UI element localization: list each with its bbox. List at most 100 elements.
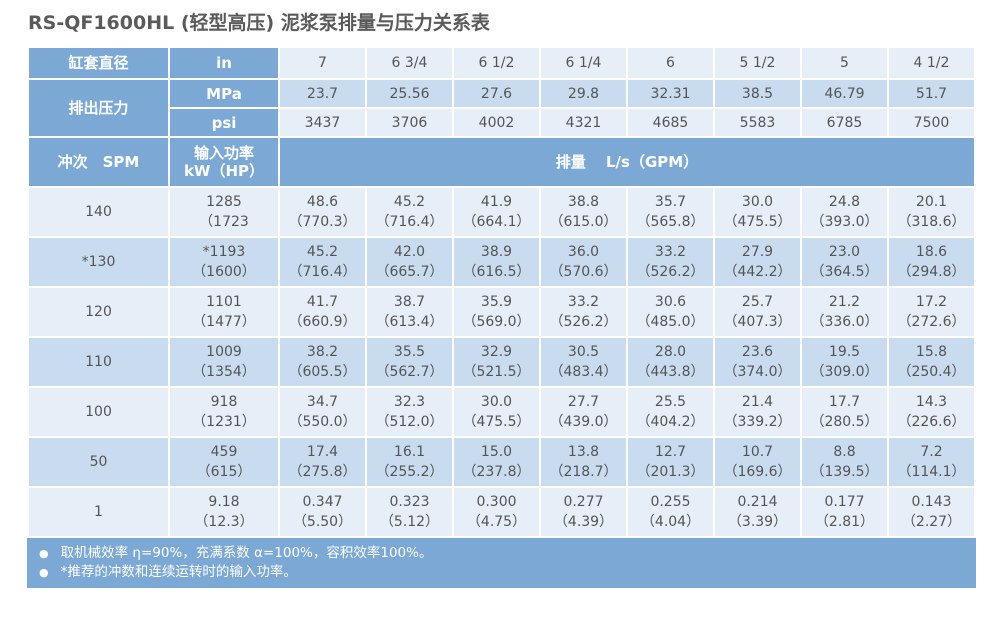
flow-value-sub: （139.5） xyxy=(810,464,879,480)
power-value-main: 459 xyxy=(210,444,238,460)
flow-value-main: 27.7 xyxy=(567,394,600,410)
flow-value: 0.177 （2.81） xyxy=(800,486,889,538)
flow-value-main: 27.9 xyxy=(741,244,774,260)
flow-value-sub: （364.5） xyxy=(810,264,879,280)
flow-value-sub: （5.50） xyxy=(292,514,353,530)
flow-value-sub: （169.6） xyxy=(723,464,792,480)
flow-value-sub: （318.6） xyxy=(897,214,966,230)
power-value-main: 918 xyxy=(210,394,238,410)
flow-value-sub: （294.8） xyxy=(897,264,966,280)
flow-value: 48.6 （770.3） xyxy=(278,186,367,238)
psi-row: psi 3437 3706 4002 4321 4685 5583 6785 7500 xyxy=(28,107,976,138)
psi-value: 7500 xyxy=(887,107,976,138)
flow-value-main: 10.7 xyxy=(741,444,774,460)
power-value-main: 1009 xyxy=(206,344,242,360)
spm-value: 50 xyxy=(27,436,170,488)
flow-value: 0.214 （3.39） xyxy=(713,486,802,538)
spm-value: 120 xyxy=(27,286,170,338)
flow-value-main: 14.3 xyxy=(915,394,948,410)
flow-value-main: 23.0 xyxy=(828,244,861,260)
flow-value: 0.347 （5.50） xyxy=(278,486,367,538)
flow-value-main: 45.2 xyxy=(393,194,426,210)
flow-value: 45.2 （716.4） xyxy=(278,236,367,288)
flow-value-main: 30.6 xyxy=(654,294,687,310)
flow-value-sub: （562.7） xyxy=(375,364,444,380)
flow-value: 35.5 （562.7） xyxy=(365,336,454,388)
flow-value-main: 45.2 xyxy=(306,244,339,260)
flow-value-sub: （665.7） xyxy=(375,264,444,280)
flow-value-main: 12.7 xyxy=(654,444,687,460)
flow-value-sub: （716.4） xyxy=(375,214,444,230)
flow-value-main: 21.2 xyxy=(828,294,861,310)
flow-value-sub: （4.39） xyxy=(553,514,614,530)
flow-value-main: 32.9 xyxy=(480,344,513,360)
flow-value-sub: （442.2） xyxy=(723,264,792,280)
power-value-main: *1193 xyxy=(202,244,246,260)
flow-value-sub: （565.8） xyxy=(636,214,705,230)
flow-value-main: 25.7 xyxy=(741,294,774,310)
flow-value-main: 13.8 xyxy=(567,444,600,460)
flow-value-sub: （615.0） xyxy=(549,214,618,230)
flow-value-sub: （605.5） xyxy=(288,364,357,380)
psi-value: 3706 xyxy=(365,107,454,138)
spm-header: 冲次 SPM xyxy=(27,136,170,188)
power-value-sub: （12.3） xyxy=(194,514,254,530)
flow-value: 30.0 （475.5） xyxy=(713,186,802,238)
flow-value: 21.4 （339.2） xyxy=(713,386,802,438)
flow-value-main: 33.2 xyxy=(654,244,687,260)
liner-size: 5 xyxy=(800,46,889,80)
psi-unit: psi xyxy=(168,107,280,138)
flow-value-main: 8.8 xyxy=(833,444,856,460)
power-value: 918 （1231） xyxy=(168,386,280,438)
flow-value: 14.3 （226.6） xyxy=(887,386,976,438)
power-value: 1009 （1354） xyxy=(168,336,280,388)
flow-value: 16.1 （255.2） xyxy=(365,436,454,488)
flow-value-sub: （570.6） xyxy=(549,264,618,280)
liner-size: 6 3/4 xyxy=(365,46,454,80)
flow-value: 0.277 （4.39） xyxy=(539,486,628,538)
flow-value-sub: （526.2） xyxy=(549,314,618,330)
flow-value-main: 0.214 xyxy=(737,494,778,510)
flow-value: 0.255 （4.04） xyxy=(626,486,715,538)
flow-value: 23.0 （364.5） xyxy=(800,236,889,288)
pressure-label: 排出压力 xyxy=(27,78,170,138)
flow-value: 0.300 （4.75） xyxy=(452,486,541,538)
liner-size: 4 1/2 xyxy=(887,46,976,80)
flow-value: 38.9 （616.5） xyxy=(452,236,541,288)
flow-value-main: 0.300 xyxy=(476,494,517,510)
flow-value-main: 15.0 xyxy=(480,444,513,460)
column-header-row: 冲次 SPM 输入功率 kW（HP） 排量 L/s（GPM） xyxy=(27,136,976,188)
flow-value: 27.7 （439.0） xyxy=(539,386,628,438)
flow-header: 排量 L/s（GPM） xyxy=(278,136,976,188)
note: *推荐的冲数和连续运转时的输入功率。 xyxy=(39,563,976,582)
flow-value: 45.2 （716.4） xyxy=(365,186,454,238)
flow-value-sub: （569.0） xyxy=(462,314,531,330)
flow-value-sub: （512.0） xyxy=(375,414,444,430)
flow-value-main: 38.7 xyxy=(393,294,426,310)
flow-value: 17.7 （280.5） xyxy=(800,386,889,438)
flow-value: 42.0 （665.7） xyxy=(365,236,454,288)
flow-value-main: 33.2 xyxy=(567,294,600,310)
flow-value-main: 17.4 xyxy=(306,444,339,460)
power-value-main: 9.18 xyxy=(208,494,240,510)
flow-value-main: 7.2 xyxy=(920,444,943,460)
flow-value-sub: （483.4） xyxy=(549,364,618,380)
flow-value: 28.0 （443.8） xyxy=(626,336,715,388)
flow-value-sub: （404.2） xyxy=(636,414,705,430)
power-value-sub: （1354） xyxy=(192,364,256,380)
flow-value-main: 0.347 xyxy=(302,494,343,510)
liner-size: 5 1/2 xyxy=(713,46,802,80)
flow-value-sub: （485.0） xyxy=(636,314,705,330)
mpa-value: 51.7 xyxy=(887,78,976,109)
flow-value: 38.7 （613.4） xyxy=(365,286,454,338)
flow-value: 19.5 （309.0） xyxy=(800,336,889,388)
flow-value-main: 24.8 xyxy=(828,194,861,210)
spm-value: 1 xyxy=(27,486,170,538)
flow-value: 38.8 （615.0） xyxy=(539,186,628,238)
flow-value-sub: （660.9） xyxy=(288,314,357,330)
flow-value-main: 41.7 xyxy=(306,294,339,310)
flow-value-sub: （374.0） xyxy=(723,364,792,380)
flow-value-main: 48.6 xyxy=(306,194,339,210)
flow-value-main: 28.0 xyxy=(654,344,687,360)
flow-value-sub: （275.8） xyxy=(288,464,357,480)
